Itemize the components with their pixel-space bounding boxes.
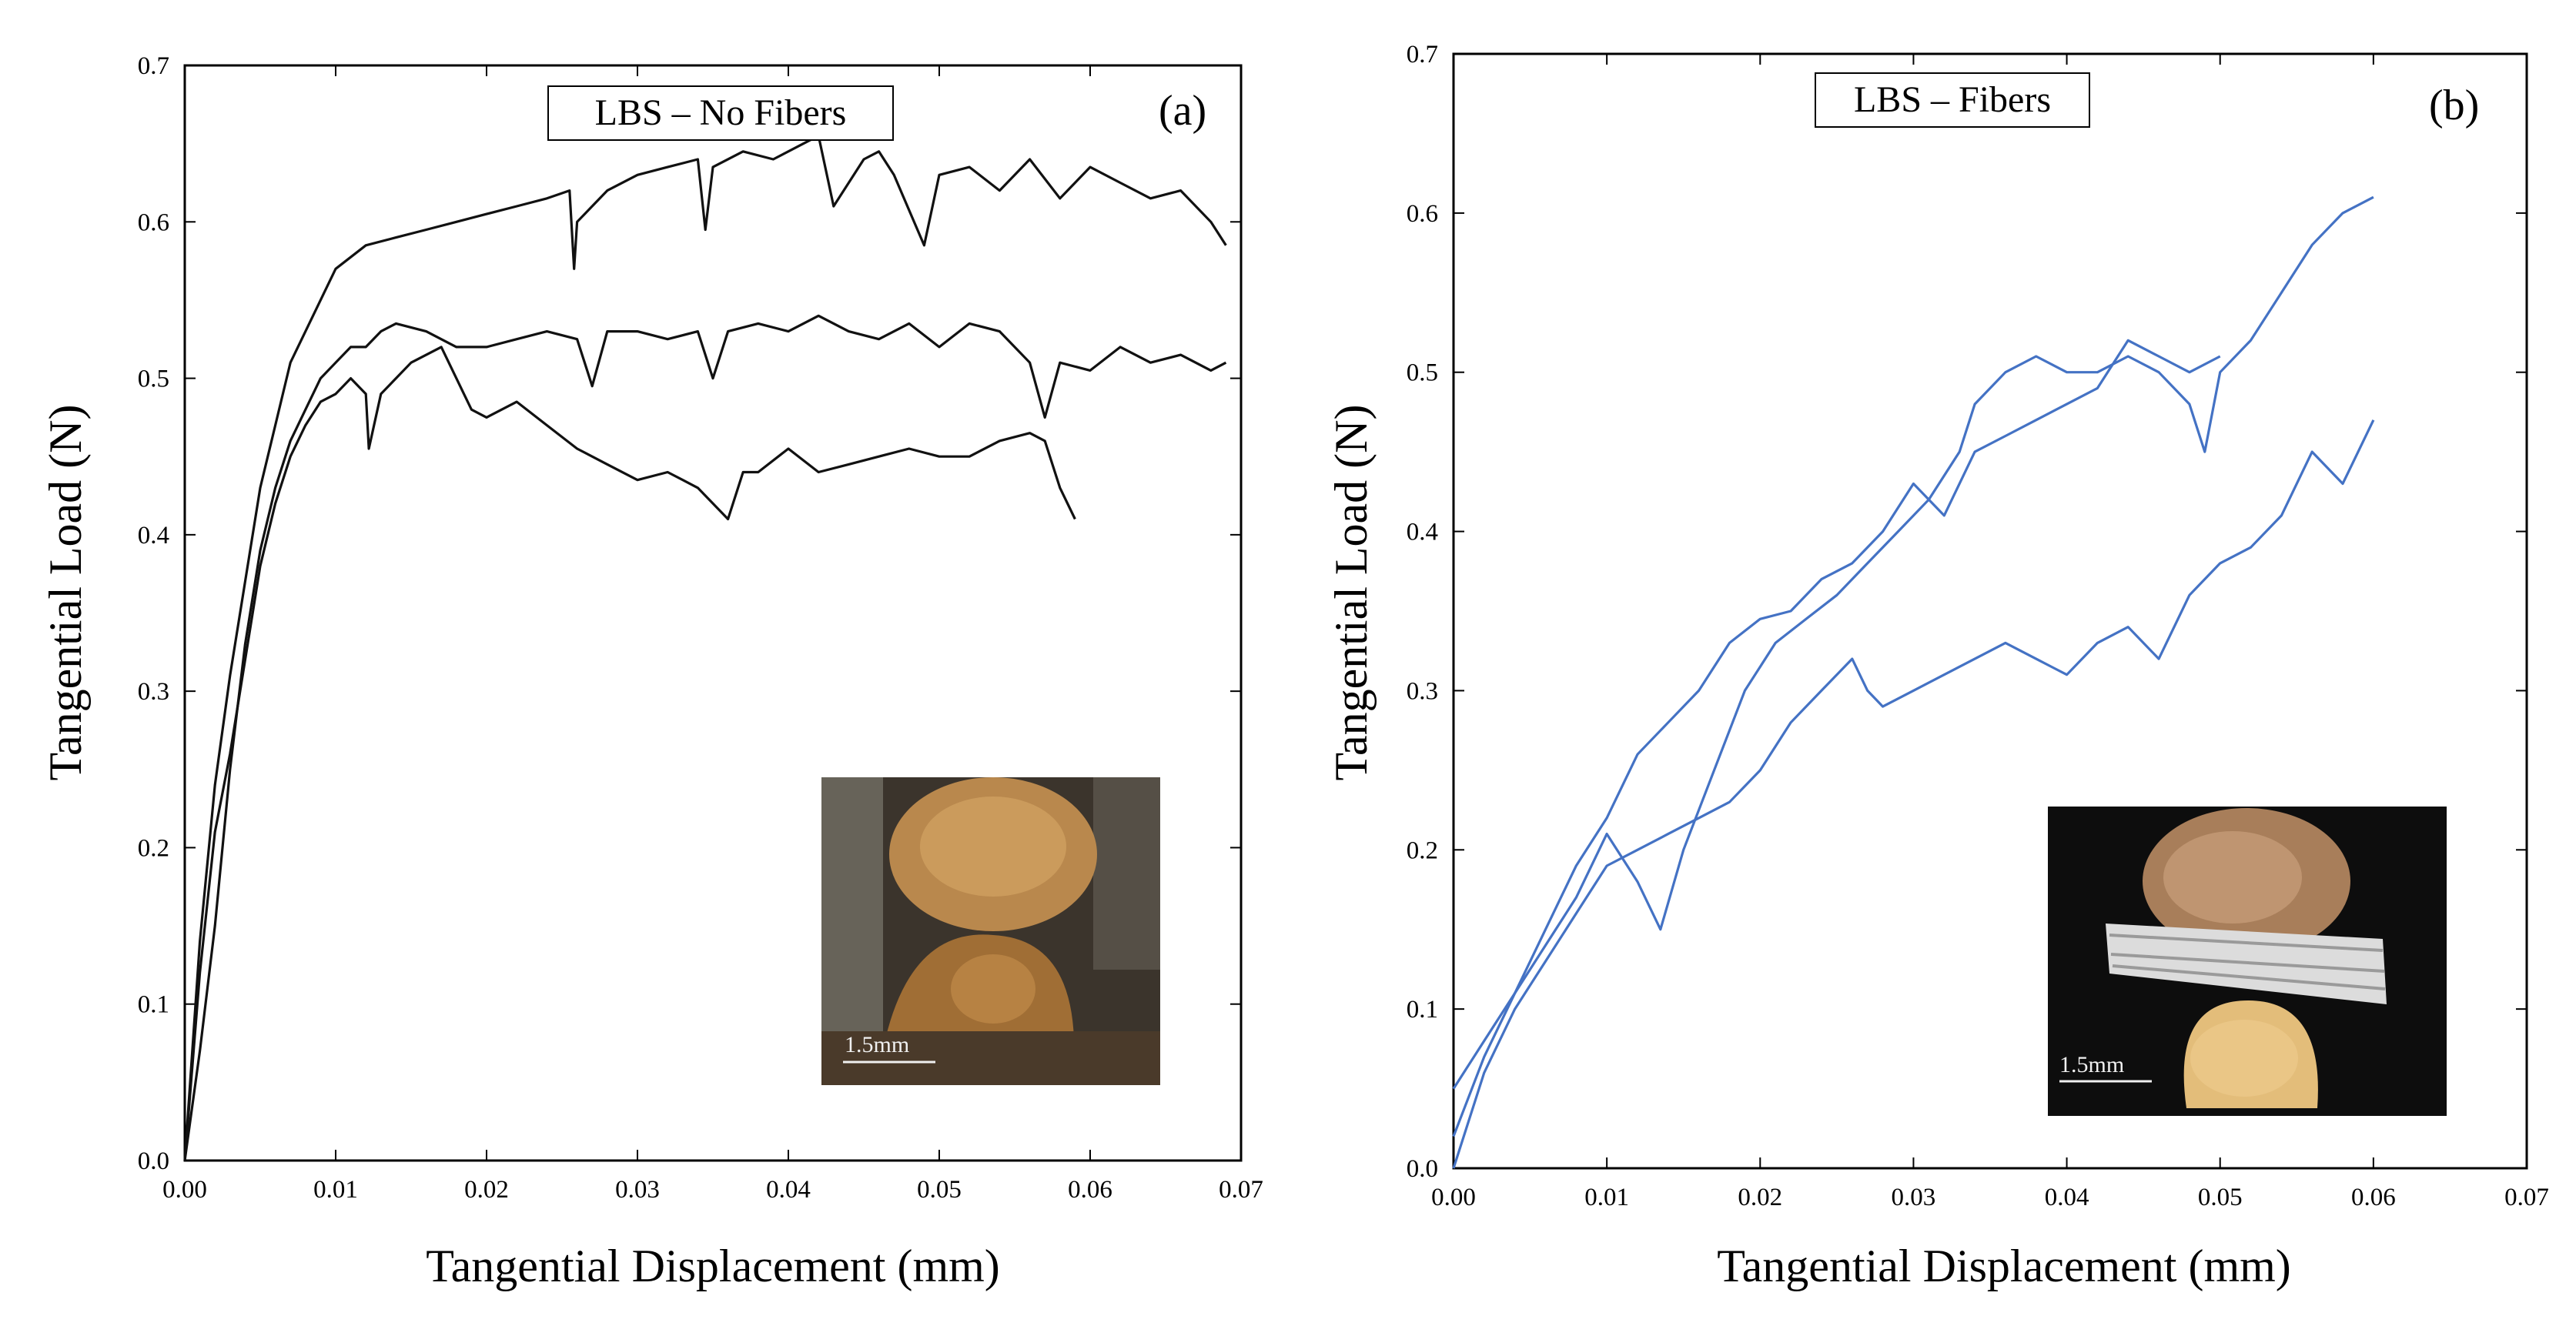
y-tick-label-a: 0.0 [138, 1147, 169, 1175]
chart-title-a: LBS – No Fibers [595, 92, 847, 133]
panel-label-b: (b) [2429, 82, 2479, 129]
plot-frame-b [1452, 52, 2528, 1170]
chart-title-b: LBS – Fibers [1854, 79, 2051, 120]
x-axis-title-b: Tangential Displacement (mm) [1717, 1241, 2291, 1291]
y-tick-label-b: 0.3 [1407, 677, 1438, 705]
x-tick-label-b: 0.00 [1431, 1184, 1476, 1211]
y-tick-label-a: 0.2 [138, 834, 169, 862]
x-tick-label-a: 0.02 [464, 1176, 509, 1204]
y-tick-label-a: 0.4 [138, 522, 169, 549]
x-tick-label-b: 0.05 [2198, 1184, 2243, 1211]
y-axis-title-a: Tangential Load (N) [40, 405, 91, 781]
plot-frame-a [183, 64, 1243, 1162]
y-tick-label-b: 0.0 [1407, 1155, 1438, 1183]
x-tick-label-b: 0.02 [1738, 1184, 1782, 1211]
x-tick-label-a: 0.04 [766, 1176, 811, 1204]
y-tick-label-a: 0.1 [138, 991, 169, 1019]
y-tick-label-b: 0.1 [1407, 996, 1438, 1024]
y-tick-label-b: 0.7 [1407, 41, 1438, 68]
x-tick-label-a: 0.00 [162, 1176, 207, 1204]
y-tick-label-a: 0.5 [138, 366, 169, 393]
series-line-a-1 [183, 134, 1227, 1161]
inset-photo-b [2048, 807, 2447, 1116]
x-axis-title-a: Tangential Displacement (mm) [426, 1241, 1000, 1291]
legend-box-b [1815, 72, 2090, 128]
y-tick-label-a: 0.6 [138, 209, 169, 236]
series-line-b-1 [1452, 339, 2221, 1090]
inset-photo-a [821, 777, 1160, 1085]
panel-label-a: (a) [1159, 87, 1206, 135]
series-line-a-3 [183, 346, 1076, 1161]
inset-a-scale-label: 1.5mm [845, 1032, 909, 1057]
y-tick-label-a: 0.7 [138, 52, 169, 80]
panel-b: 0.00 0.01 0.02 0.03 0.04 0.05 0.06 0.07 0.0 0.1 0.… [1407, 41, 2549, 1211]
x-tick-label-a: 0.05 [917, 1176, 962, 1204]
x-tick-label-b: 0.03 [1892, 1184, 1936, 1211]
x-tick-label-b: 0.01 [1584, 1184, 1629, 1211]
series-line-b-2 [1452, 195, 2374, 1137]
y-tick-label-b: 0.4 [1407, 519, 1438, 546]
x-tick-label-a: 0.06 [1068, 1176, 1112, 1204]
y-axis-title-b: Tangential Load (N) [1326, 405, 1377, 781]
x-tick-label-b: 0.04 [2045, 1184, 2089, 1211]
inset-b-scale-label: 1.5mm [2059, 1052, 2124, 1077]
x-tick-label-b: 0.06 [2351, 1184, 2396, 1211]
x-tick-label-b: 0.07 [2504, 1184, 2549, 1211]
x-tick-label-a: 0.07 [1219, 1176, 1263, 1204]
x-tick-label-a: 0.01 [313, 1176, 358, 1204]
panel-a: 0.00 0.01 0.02 0.03 0.04 0.05 0.06 0.07 0.0 0.1 0.… [138, 52, 1263, 1204]
y-tick-label-b: 0.6 [1407, 200, 1438, 228]
y-tick-label-a: 0.3 [138, 678, 169, 706]
series-line-b-3 [1452, 419, 2375, 1169]
y-tick-label-b: 0.5 [1407, 359, 1438, 387]
series-line-a-2 [183, 314, 1227, 1161]
y-tick-label-b: 0.2 [1407, 837, 1438, 864]
x-tick-label-a: 0.03 [615, 1176, 660, 1204]
legend-box-a [547, 85, 894, 141]
